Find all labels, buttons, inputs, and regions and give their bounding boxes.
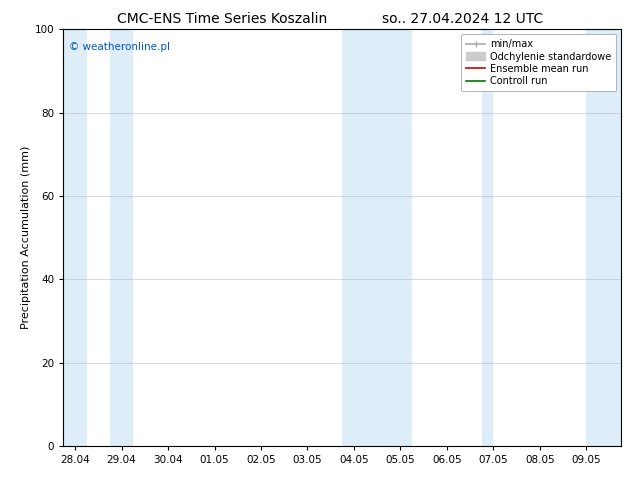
Bar bbox=[63, 29, 87, 446]
Bar bbox=[586, 29, 621, 446]
Text: so.. 27.04.2024 12 UTC: so.. 27.04.2024 12 UTC bbox=[382, 12, 543, 26]
Text: CMC-ENS Time Series Koszalin: CMC-ENS Time Series Koszalin bbox=[117, 12, 327, 26]
Text: © weatheronline.pl: © weatheronline.pl bbox=[69, 42, 170, 52]
Bar bbox=[482, 29, 493, 446]
Bar bbox=[342, 29, 412, 446]
Legend: min/max, Odchylenie standardowe, Ensemble mean run, Controll run: min/max, Odchylenie standardowe, Ensembl… bbox=[461, 34, 616, 91]
Bar bbox=[110, 29, 133, 446]
Y-axis label: Precipitation Accumulation (mm): Precipitation Accumulation (mm) bbox=[20, 146, 30, 329]
